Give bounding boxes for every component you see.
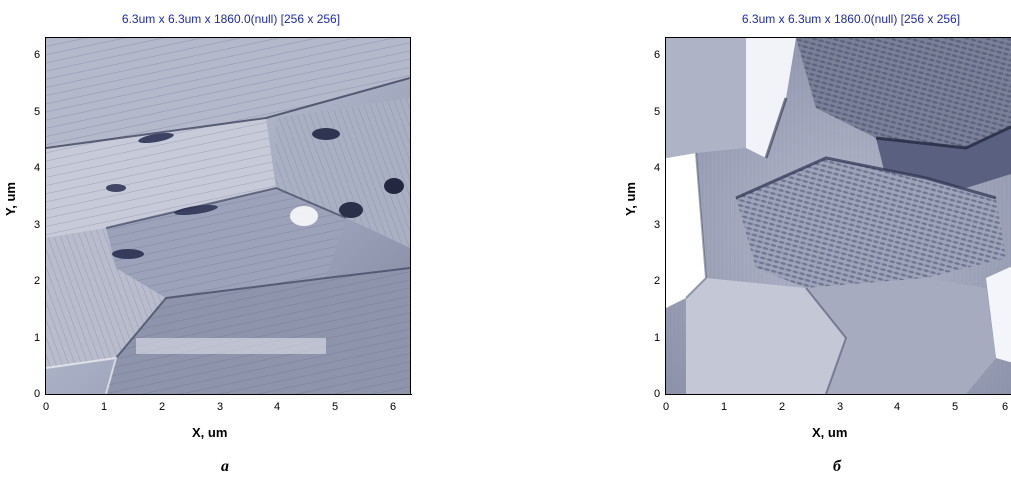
y-axis-line: [45, 37, 46, 395]
y-tick-label: 5: [34, 106, 41, 118]
x-axis-line: [666, 394, 1011, 395]
afm-image-b: [666, 37, 1011, 394]
panel-caption: б: [833, 458, 841, 475]
x-tick-label: 6: [1001, 401, 1009, 413]
x-axis-title: X, um: [812, 425, 848, 440]
afm-panel-a: 6.3um x 6.3um x 1860.0(null) [256 x 256]: [0, 0, 420, 482]
panel-caption: а: [221, 458, 229, 475]
y-tick-label: 4: [34, 162, 41, 174]
afm-topography-image: [666, 38, 1011, 394]
x-tick-label: 1: [720, 401, 728, 413]
afm-topography-image: [46, 38, 410, 394]
x-tick-label: 3: [836, 401, 844, 413]
y-tick-label: 0: [654, 388, 661, 400]
x-tick-label: 5: [331, 401, 339, 413]
scan-title: 6.3um x 6.3um x 1860.0(null) [256 x 256]: [121, 12, 341, 26]
x-tick-label: 0: [42, 401, 50, 413]
afm-image-a: [46, 37, 411, 394]
y-tick-label: 1: [654, 332, 661, 344]
y-tick-label: 2: [34, 275, 41, 287]
x-tick-label: 5: [951, 401, 959, 413]
y-tick-label: 6: [34, 49, 41, 61]
y-tick-label: 5: [654, 106, 661, 118]
y-tick-label: 3: [34, 219, 41, 231]
x-axis-line: [46, 394, 412, 395]
afm-panel-b: 6.3um x 6.3um x 1860.0(null) [256 x 256]: [620, 0, 1011, 482]
x-tick-label: 2: [778, 401, 786, 413]
x-tick-label: 6: [389, 401, 397, 413]
y-axis-title: Y, um: [623, 182, 638, 216]
y-tick-label: 4: [654, 162, 661, 174]
x-axis-title: X, um: [192, 425, 228, 440]
y-tick-label: 2: [654, 275, 661, 287]
y-axis-line: [665, 37, 666, 395]
y-tick-label: 3: [654, 219, 661, 231]
y-tick-label: 0: [34, 388, 41, 400]
y-tick-label: 6: [654, 49, 661, 61]
x-tick-label: 3: [216, 401, 224, 413]
x-tick-label: 1: [100, 401, 108, 413]
y-axis-title: Y, um: [3, 182, 18, 216]
x-tick-label: 0: [662, 401, 670, 413]
x-tick-label: 4: [273, 401, 281, 413]
scan-title: 6.3um x 6.3um x 1860.0(null) [256 x 256]: [741, 12, 961, 26]
x-tick-label: 4: [893, 401, 901, 413]
x-tick-label: 2: [158, 401, 166, 413]
y-tick-label: 1: [34, 332, 41, 344]
